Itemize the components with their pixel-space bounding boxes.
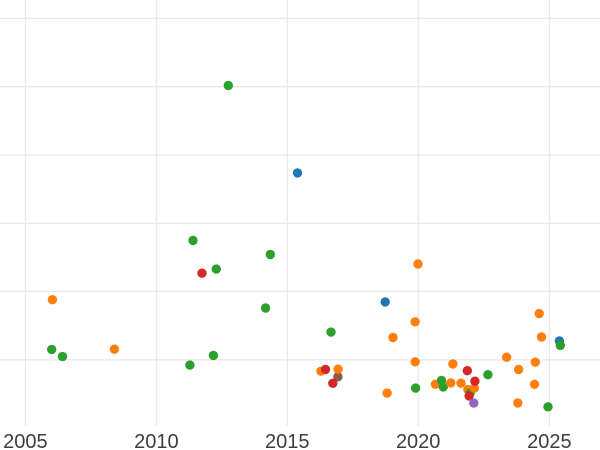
svg-text:2010: 2010 xyxy=(134,431,179,450)
svg-text:2020: 2020 xyxy=(396,431,441,450)
svg-text:2025: 2025 xyxy=(527,431,572,450)
svg-text:2015: 2015 xyxy=(265,431,310,450)
svg-text:2005: 2005 xyxy=(3,431,48,450)
